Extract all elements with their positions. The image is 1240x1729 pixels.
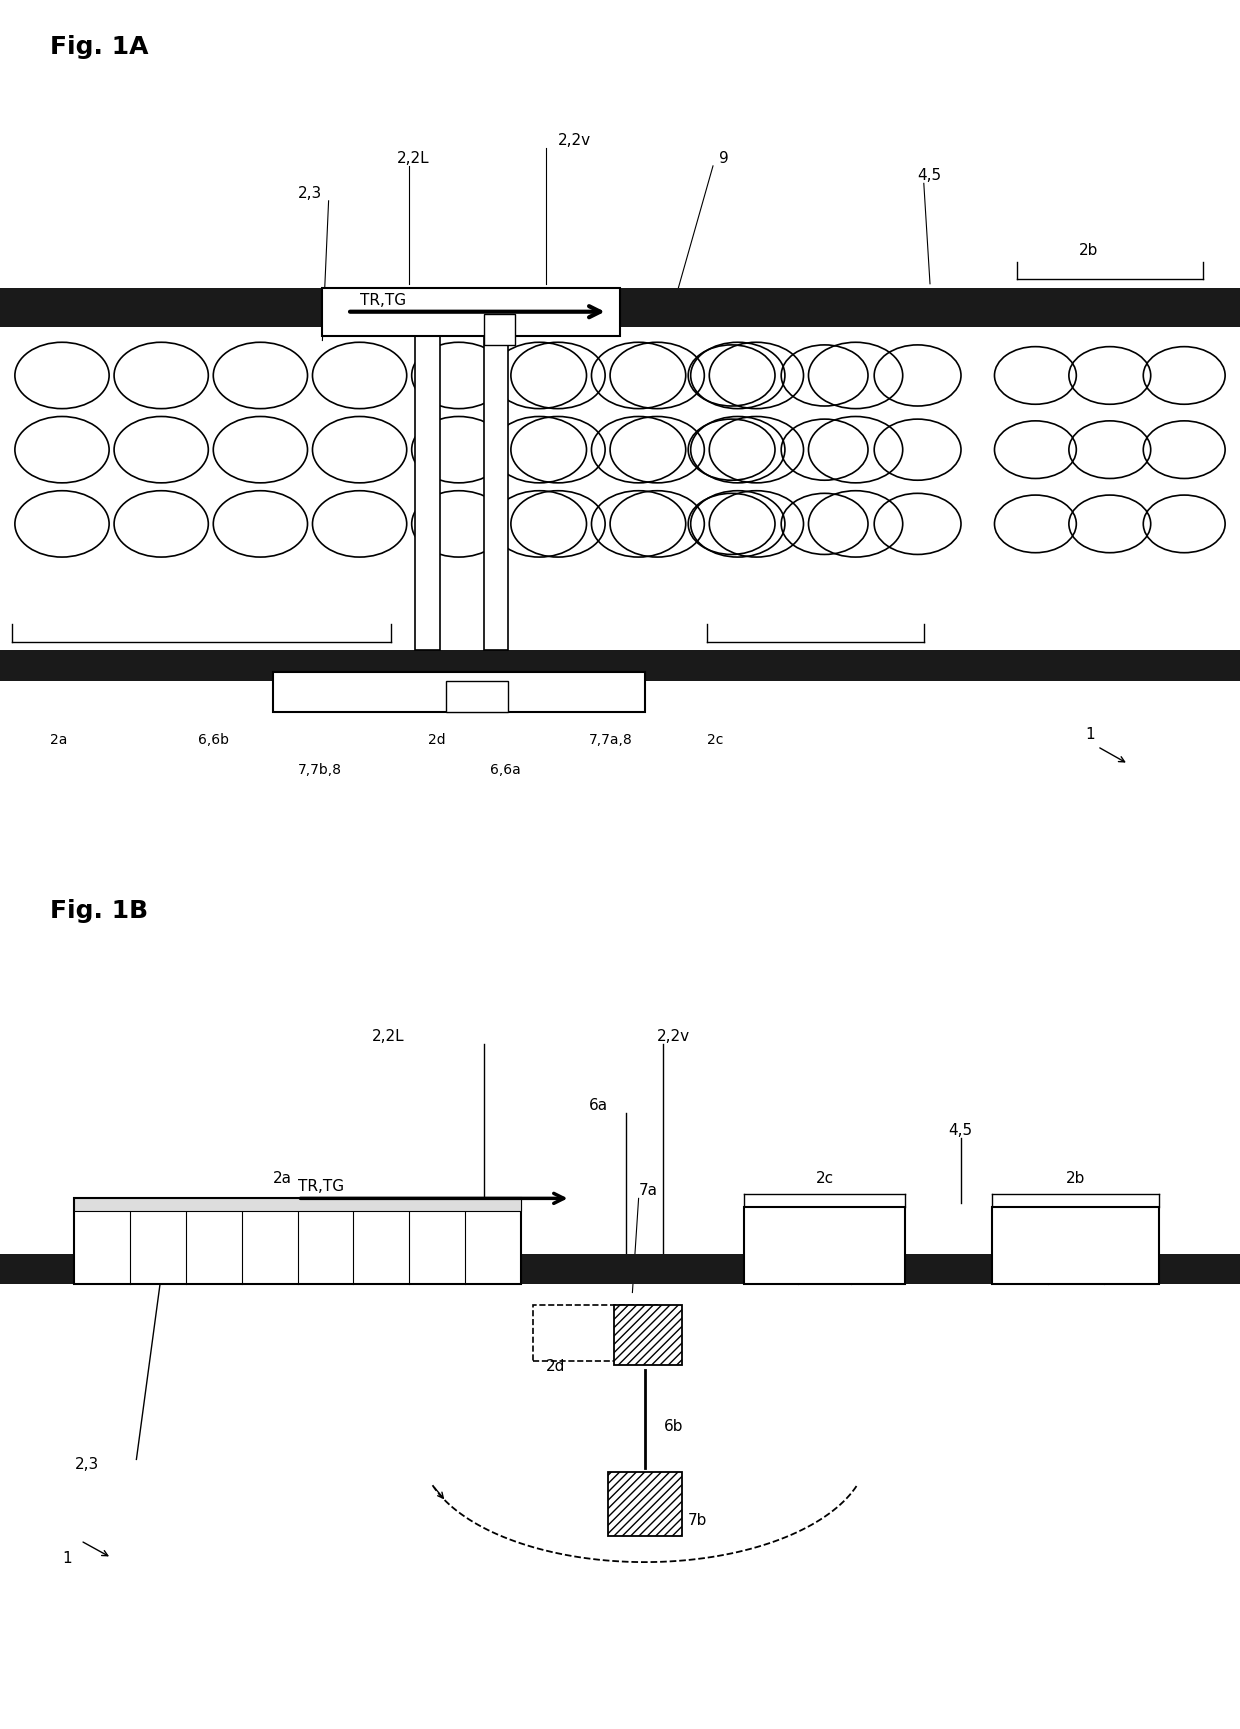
Text: Fig. 1A: Fig. 1A [50,35,148,59]
Bar [608,1473,682,1537]
Text: 1: 1 [62,1551,72,1566]
Bar [322,289,620,335]
Bar [533,1305,657,1361]
Text: 7,7a,8: 7,7a,8 [589,733,632,747]
Bar [74,1198,521,1285]
Bar [0,289,1240,327]
Bar [484,327,508,650]
Bar [415,327,440,650]
Bar [446,681,508,712]
Text: 2b: 2b [1066,1171,1085,1186]
Bar [0,650,1240,681]
Bar [744,1207,905,1285]
Text: TR,TG: TR,TG [298,1179,343,1195]
Text: 2,2L: 2,2L [397,150,429,166]
Text: 2d: 2d [428,733,445,747]
Text: 4,5: 4,5 [949,1124,972,1138]
Bar [0,1254,1240,1285]
Bar [484,315,515,344]
Text: 6,6a: 6,6a [490,762,521,776]
Text: 2,3: 2,3 [298,185,322,201]
Text: 2d: 2d [546,1359,565,1375]
Text: 1: 1 [1085,728,1095,742]
Text: 2a: 2a [50,733,67,747]
Text: 2a: 2a [273,1171,291,1186]
Text: 2,2v: 2,2v [657,1029,691,1044]
Text: 2b: 2b [1079,242,1099,258]
Text: 2c: 2c [816,1171,833,1186]
Bar [614,1305,682,1366]
Text: 9: 9 [719,150,729,166]
Bar [273,673,645,712]
Text: 7b: 7b [688,1513,708,1528]
Text: 4,5: 4,5 [918,168,941,183]
Bar [74,1198,521,1212]
Text: 2,2v: 2,2v [558,133,591,149]
Text: 7a: 7a [639,1183,657,1198]
Text: 6a: 6a [589,1098,608,1113]
Text: 6,6b: 6,6b [198,733,229,747]
Text: 2,2L: 2,2L [372,1029,404,1044]
Bar [992,1207,1159,1285]
Text: 2,3: 2,3 [74,1458,99,1473]
Text: Fig. 1B: Fig. 1B [50,899,148,923]
Text: TR,TG: TR,TG [360,294,405,308]
Text: 2c: 2c [707,733,723,747]
Text: 6b: 6b [663,1420,683,1433]
Text: 7,7b,8: 7,7b,8 [298,762,341,776]
